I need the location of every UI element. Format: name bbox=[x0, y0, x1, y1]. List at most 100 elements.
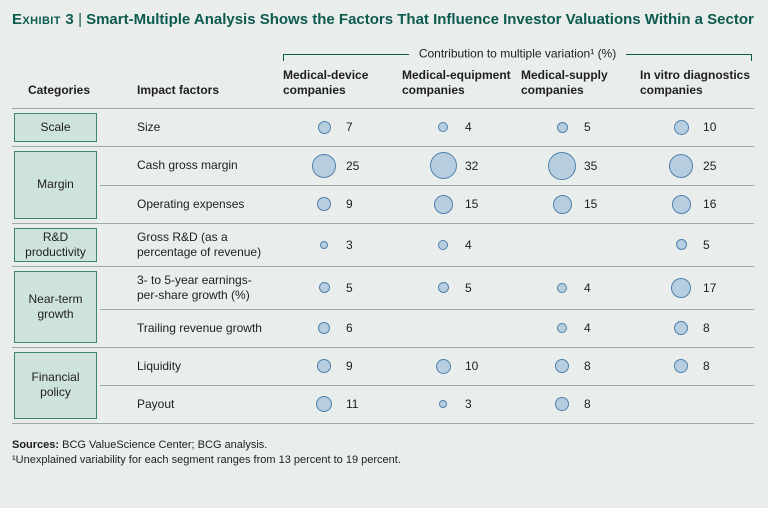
value-cell bbox=[516, 222, 635, 266]
header-row: Categories Impact factors Medical-device… bbox=[12, 68, 754, 109]
category-box: R&D productivity bbox=[14, 227, 97, 262]
value-label: 4 bbox=[465, 237, 472, 252]
value-bubble bbox=[438, 239, 448, 250]
category-cell: Scale bbox=[12, 107, 100, 146]
bracket-row: Contribution to multiple variation¹ (%) bbox=[12, 36, 754, 68]
sources-label: Sources: bbox=[12, 438, 60, 451]
value-label: 10 bbox=[465, 359, 479, 373]
value-bubble bbox=[557, 282, 567, 293]
sources-text: BCG ValueScience Center; BCG analysis. bbox=[59, 438, 268, 451]
category-cell: Near-term growth bbox=[12, 265, 100, 347]
category-box: Margin bbox=[14, 150, 97, 219]
table-row: Near-term growth 3- to 5-year earnings-pe… bbox=[12, 265, 755, 347]
value-label: 11 bbox=[346, 397, 359, 411]
value-label: 5 bbox=[584, 120, 591, 134]
impact-factor-label: Size bbox=[100, 107, 278, 146]
impact-factor-label: Gross R&D (as a percentage of revenue) bbox=[100, 222, 278, 266]
title-text: Smart-Multiple Analysis Shows the Factor… bbox=[86, 11, 754, 28]
value-label: 8 bbox=[703, 321, 710, 335]
value-cell: 5 bbox=[397, 265, 516, 309]
value-label: 8 bbox=[584, 397, 591, 411]
value-label: 9 bbox=[346, 359, 353, 373]
value-bubble bbox=[318, 322, 330, 334]
table-row: Financial policy Liquidity 9 10 8 8 bbox=[12, 346, 755, 423]
value-label: 25 bbox=[346, 158, 360, 173]
value-bubble bbox=[557, 323, 567, 333]
impact-factor-label: 3- to 5-year earnings-per-share growth (… bbox=[100, 265, 278, 309]
value-cell: 9 bbox=[278, 346, 397, 385]
value-cell: 15 bbox=[397, 184, 516, 223]
exhibit-label: Exhibit 3 bbox=[12, 11, 75, 28]
value-cell: 10 bbox=[635, 107, 755, 146]
value-cell: 17 bbox=[635, 265, 755, 309]
footer: Sources: BCG ValueScience Center; BCG an… bbox=[12, 438, 754, 470]
category-cell: Margin bbox=[12, 145, 100, 223]
value-cell: 4 bbox=[397, 107, 516, 146]
value-cell: 25 bbox=[635, 145, 755, 185]
value-label: 9 bbox=[346, 197, 353, 211]
impact-factor-label: Liquidity bbox=[100, 346, 278, 385]
value-label: 5 bbox=[465, 280, 472, 295]
value-cell: 25 bbox=[278, 145, 397, 185]
value-cell: 3 bbox=[278, 222, 397, 266]
impact-factor-label: Cash gross margin bbox=[100, 145, 278, 185]
category-box: Scale bbox=[14, 112, 97, 142]
value-label: 8 bbox=[703, 359, 710, 373]
value-bubble bbox=[548, 151, 576, 180]
value-cell: 8 bbox=[635, 346, 755, 385]
footnote: ¹Unexplained variability for each segmen… bbox=[12, 454, 401, 467]
impact-factor-label: Payout bbox=[100, 384, 278, 423]
value-bubble bbox=[317, 120, 331, 134]
value-cell: 35 bbox=[516, 145, 635, 185]
value-bubble bbox=[318, 282, 330, 293]
value-label: 35 bbox=[584, 158, 598, 173]
value-bubble bbox=[674, 321, 689, 335]
value-bubble bbox=[433, 194, 453, 214]
value-label: 15 bbox=[465, 197, 479, 211]
impact-factor-label: Operating expenses bbox=[100, 184, 278, 223]
value-label: 16 bbox=[703, 197, 717, 211]
value-cell: 8 bbox=[635, 308, 755, 347]
value-cell: 4 bbox=[516, 265, 635, 309]
value-cell: 15 bbox=[516, 184, 635, 223]
value-label: 3 bbox=[465, 397, 472, 411]
sources-line: Sources: BCG ValueScience Center; BCG an… bbox=[12, 438, 754, 454]
value-label: 7 bbox=[346, 120, 353, 134]
table-row: R&D productivity Gross R&D (as a percenta… bbox=[12, 222, 755, 266]
category-box: Near-term growth bbox=[14, 270, 97, 343]
column-header-medical-equipment: Medical-equipment companies bbox=[402, 67, 511, 97]
value-label: 25 bbox=[703, 158, 717, 173]
value-bubble bbox=[556, 121, 568, 133]
value-bubble bbox=[438, 122, 448, 132]
value-label: 32 bbox=[465, 158, 479, 173]
table-row: Margin Cash gross margin 25 32 35 25 bbox=[12, 145, 755, 223]
value-label: 5 bbox=[346, 280, 353, 295]
value-cell: 7 bbox=[278, 107, 397, 146]
value-bubble bbox=[674, 359, 689, 373]
value-label: 4 bbox=[584, 321, 591, 335]
value-label: 4 bbox=[584, 280, 591, 295]
column-header-categories: Categories bbox=[28, 82, 91, 97]
category-box: Financial policy bbox=[14, 351, 97, 419]
column-header-in-vitro-diagnostics: In vitro diagnostics companies bbox=[640, 67, 751, 97]
value-bubble bbox=[312, 153, 336, 178]
exhibit-content: Exhibit 3 | Smart-Multiple Analysis Shows … bbox=[0, 0, 768, 508]
value-cell bbox=[397, 308, 516, 347]
value-bubble bbox=[316, 396, 332, 412]
impact-factor-label: Trailing revenue growth bbox=[100, 308, 278, 347]
category-cell: R&D productivity bbox=[12, 222, 100, 266]
value-label: 15 bbox=[584, 197, 598, 211]
value-bubble bbox=[437, 282, 449, 293]
value-bubble bbox=[671, 194, 691, 214]
table-row: Trailing revenue growth 6 4 8 bbox=[12, 308, 755, 347]
value-bubble bbox=[555, 397, 569, 411]
value-bubble bbox=[555, 359, 569, 373]
value-cell: 11 bbox=[278, 384, 397, 423]
value-cell: 4 bbox=[397, 222, 516, 266]
value-label: 8 bbox=[584, 359, 591, 373]
contribution-bracket: Contribution to multiple variation¹ (%) bbox=[283, 46, 753, 68]
value-cell: 8 bbox=[516, 346, 635, 385]
value-bubble bbox=[669, 153, 694, 178]
table-body: Scale Size 7 4 5 10 Margin Cash gross margin 25 3… bbox=[12, 107, 755, 423]
